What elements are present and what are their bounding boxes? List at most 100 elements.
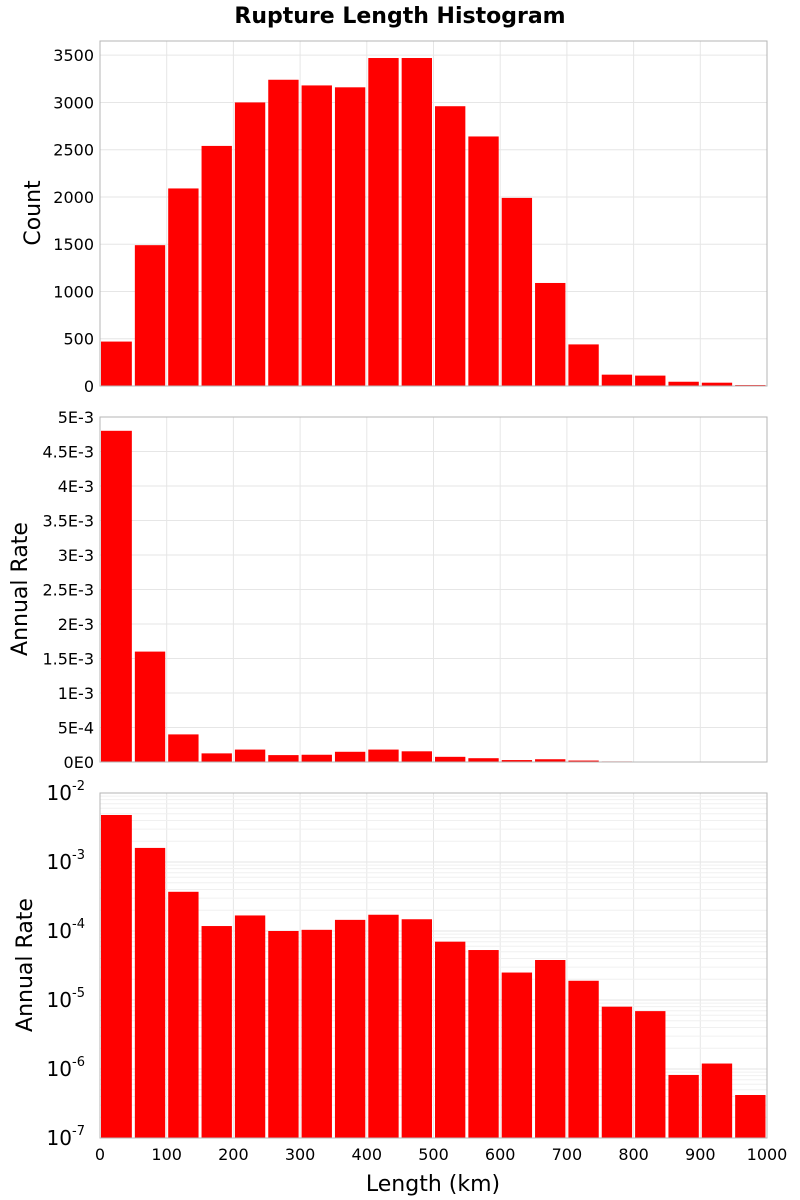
bar <box>701 1063 733 1138</box>
y-tick-label: 1.5E-3 <box>42 650 94 669</box>
bar <box>601 374 633 386</box>
bar <box>234 915 266 1138</box>
x-tick-label: 400 <box>352 1145 383 1164</box>
y-tick-base: 10 <box>47 919 72 943</box>
y-tick-label: 2500 <box>53 141 94 160</box>
x-tick-label: 100 <box>151 1145 182 1164</box>
x-tick-label: 600 <box>485 1145 516 1164</box>
y-axis-label: Count <box>21 180 46 246</box>
x-tick-label: 200 <box>218 1145 249 1164</box>
bar <box>234 749 266 762</box>
plot-frame <box>99 40 768 387</box>
y-tick-label: 3E-3 <box>58 546 94 565</box>
bar <box>535 759 566 762</box>
bar <box>435 756 466 762</box>
bar <box>535 959 566 1138</box>
y-tick-label: 2E-3 <box>58 615 94 634</box>
y-tick-label: 3000 <box>53 93 94 112</box>
bar <box>501 760 533 762</box>
count-histogram-panel: 0 500 1000 1500 2000 2500 3000 3500 Count <box>21 40 768 396</box>
bar <box>301 85 332 387</box>
y-tick-exponent: -3 <box>72 848 85 863</box>
bar <box>134 847 166 1138</box>
y-tick-label: 10-7 <box>47 1124 85 1150</box>
bar <box>201 926 232 1138</box>
y-tick-base: 10 <box>47 1126 72 1150</box>
y-tick-base: 10 <box>47 781 72 805</box>
bar <box>668 381 699 386</box>
bar <box>168 734 199 762</box>
bar <box>401 58 432 386</box>
y-tick-label: 10-5 <box>47 986 85 1012</box>
bar <box>368 749 399 762</box>
bar <box>301 929 332 1138</box>
chart-title: Rupture Length Histogram <box>234 4 565 29</box>
y-axis-label: Annual Rate <box>13 898 38 1032</box>
y-tick-exponent: -4 <box>72 917 85 932</box>
bar <box>268 755 299 762</box>
bar <box>701 382 733 386</box>
y-tick-exponent: -6 <box>72 1055 85 1070</box>
bar <box>735 1094 766 1138</box>
bar <box>368 58 399 386</box>
y-tick-label: 1500 <box>53 235 94 254</box>
y-tick-label: 2000 <box>53 188 94 207</box>
bar <box>168 891 199 1138</box>
bar <box>468 758 499 762</box>
y-tick-base: 10 <box>47 1057 72 1081</box>
bar <box>101 430 132 762</box>
bar <box>435 106 466 386</box>
y-tick-label: 10-3 <box>47 848 85 874</box>
bar <box>334 919 366 1138</box>
y-tick-base: 10 <box>47 850 72 874</box>
bar <box>568 760 599 762</box>
y-tick-label: 3.5E-3 <box>42 512 94 531</box>
bar <box>301 754 332 762</box>
bar <box>368 914 399 1138</box>
y-tick-label: 4E-3 <box>58 477 94 496</box>
y-tick-label: 3500 <box>53 46 94 65</box>
y-tick-exponent: -7 <box>72 1124 85 1139</box>
bar <box>234 102 266 386</box>
bar <box>501 197 533 386</box>
bar <box>101 341 132 386</box>
y-tick-label: 1000 <box>53 282 94 301</box>
x-tick-label: 500 <box>418 1145 449 1164</box>
bar <box>535 282 566 386</box>
plot-frame <box>99 416 768 763</box>
x-tick-label: 800 <box>618 1145 649 1164</box>
bar <box>435 941 466 1138</box>
bar <box>134 651 166 762</box>
bar <box>268 931 299 1138</box>
bar <box>334 751 366 762</box>
bar <box>168 188 199 386</box>
bar <box>501 972 533 1138</box>
y-tick-label: 10-6 <box>47 1055 85 1081</box>
x-tick-label: 700 <box>552 1145 583 1164</box>
bar <box>568 980 599 1138</box>
y-tick-base: 10 <box>47 988 72 1012</box>
y-tick-label: 1E-3 <box>58 684 94 703</box>
bar <box>568 344 599 386</box>
bar <box>468 950 499 1138</box>
x-tick-label: 1000 <box>747 1145 788 1164</box>
bar <box>401 919 432 1138</box>
y-tick-label: 500 <box>63 330 94 349</box>
bar <box>201 753 232 762</box>
y-tick-label: 4.5E-3 <box>42 443 94 462</box>
y-tick-label: 10-2 <box>47 779 85 805</box>
bar <box>401 751 432 762</box>
bar <box>635 1011 666 1138</box>
y-tick-label: 5E-3 <box>58 408 94 427</box>
bar <box>101 814 132 1138</box>
y-tick-label: 0E0 <box>64 753 94 772</box>
x-tick-label: 900 <box>685 1145 716 1164</box>
x-tick-label: 300 <box>285 1145 316 1164</box>
y-tick-label: 10-4 <box>47 917 85 943</box>
bar <box>601 1006 633 1138</box>
bar <box>134 245 166 386</box>
y-tick-exponent: -5 <box>72 986 85 1001</box>
bar <box>468 136 499 386</box>
bar <box>635 375 666 386</box>
